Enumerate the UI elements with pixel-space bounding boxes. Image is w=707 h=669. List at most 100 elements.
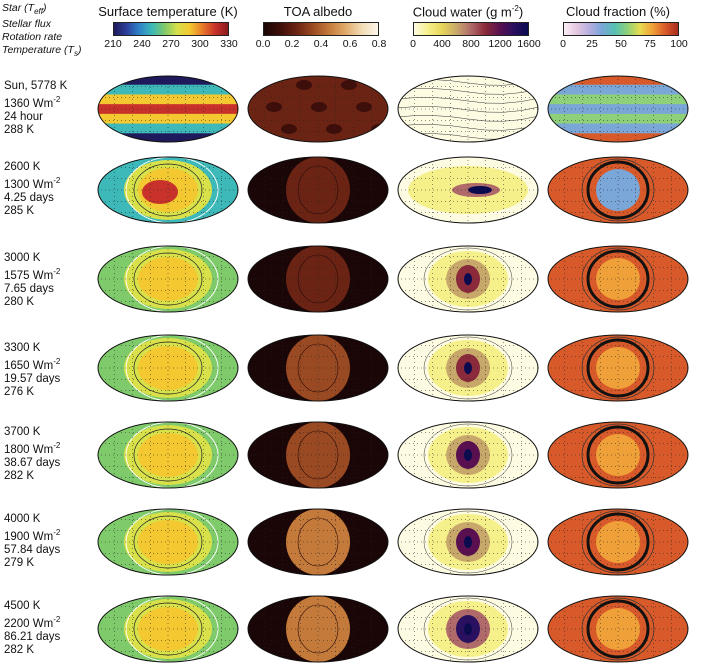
tick-label: 0.4: [313, 38, 329, 50]
map-surface-temperature-row-3: [97, 245, 239, 313]
tick-label: 400: [433, 38, 451, 50]
row-rotation: 4.25 days: [4, 191, 54, 204]
row-label-3700k: 3700 K 1800 Wm-2 38.67 days 282 K: [4, 426, 60, 483]
tick-label: 100: [670, 38, 688, 50]
map-cloud-water-row-3: [397, 245, 539, 313]
map-surface-temperature-row-2: [97, 156, 239, 224]
map-surface-temperature-row-7: [97, 595, 239, 663]
row-star: 3300 K: [4, 342, 41, 354]
map-toa-albedo-row-7: [247, 595, 389, 663]
row-label-3300k: 3300 K 1650 Wm-2 19.57 days 276 K: [4, 342, 60, 399]
map-cloud-water-row-6: [397, 508, 539, 576]
tick-label: 0: [560, 38, 566, 50]
map-cloud-water-row-7: [397, 595, 539, 663]
row-temperature: 282 K: [4, 469, 35, 482]
key-rotation: Rotation rate: [2, 31, 63, 44]
row-star: 4500 K: [4, 600, 41, 612]
map-toa-albedo-row-1: [247, 75, 389, 143]
row-star: 3700 K: [4, 426, 41, 438]
map-cloud-fraction-row-5: [547, 421, 689, 489]
colorbar-ticks-toa-albedo: 0.0 0.2 0.4 0.6 0.8: [256, 38, 387, 52]
row-flux: 1300 Wm-2: [4, 176, 61, 191]
colorbar-ticks-cloud-fraction: 0 25 50 75 100: [560, 38, 688, 52]
row-label-4000k: 4000 K 1900 Wm-2 57.84 days 279 K: [4, 513, 60, 570]
colorbar-toa-albedo: [263, 22, 379, 36]
map-cloud-fraction-row-6: [547, 508, 689, 576]
map-toa-albedo-row-4: [247, 334, 389, 402]
map-toa-albedo-row-6: [247, 508, 389, 576]
map-cloud-fraction-row-4: [547, 334, 689, 402]
tick-label: 300: [191, 38, 209, 50]
map-toa-albedo-row-5: [247, 421, 389, 489]
row-star: 4000 K: [4, 513, 41, 525]
key-star: Star (Teff): [2, 2, 47, 17]
tick-label: 25: [586, 38, 598, 50]
row-label-4500k: 4500 K 2200 Wm-2 86.21 days 282 K: [4, 600, 60, 657]
map-cloud-fraction-row-7: [547, 595, 689, 663]
row-label-sun: Sun, 5778 K 1360 Wm-2 24 hour 288 K: [4, 80, 67, 137]
row-flux: 2200 Wm-2: [4, 615, 61, 630]
tick-label: 1600: [517, 38, 541, 50]
map-cloud-water-row-4: [397, 334, 539, 402]
tick-label: 0.2: [284, 38, 300, 50]
key-flux: Stellar flux: [2, 18, 52, 31]
map-toa-albedo-row-3: [247, 245, 389, 313]
row-temperature: 280 K: [4, 295, 35, 308]
map-cloud-fraction-row-2: [547, 156, 689, 224]
row-temperature: 276 K: [4, 385, 35, 398]
map-cloud-fraction-row-1: [547, 75, 689, 143]
tick-label: 330: [220, 38, 238, 50]
row-star: Sun, 5778 K: [4, 80, 68, 92]
map-cloud-water-row-1: [397, 75, 539, 143]
map-toa-albedo-row-2: [247, 156, 389, 224]
row-star: 3000 K: [4, 252, 41, 264]
row-rotation: 24 hour: [4, 110, 44, 123]
tick-label: 210: [104, 38, 122, 50]
row-flux: 1575 Wm-2: [4, 267, 61, 282]
row-label-key: Star (Teff) Stellar flux Rotation rate T…: [2, 2, 81, 60]
tick-label: 50: [615, 38, 627, 50]
column-title-toa-albedo: TOA albedo: [283, 4, 353, 19]
map-cloud-fraction-row-3: [547, 245, 689, 313]
row-temperature: 288 K: [4, 123, 35, 136]
row-temperature: 285 K: [4, 204, 35, 217]
row-flux: 1900 Wm-2: [4, 528, 61, 543]
key-temperature: Temperature (Ts): [2, 44, 82, 59]
tick-label: 240: [133, 38, 151, 50]
row-temperature: 282 K: [4, 643, 35, 656]
tick-label: 270: [162, 38, 180, 50]
row-rotation: 57.84 days: [4, 543, 61, 556]
row-rotation: 19.57 days: [4, 372, 61, 385]
row-flux: 1360 Wm-2: [4, 95, 61, 110]
map-surface-temperature-row-1: [97, 75, 239, 143]
row-rotation: 86.21 days: [4, 630, 61, 643]
row-flux: 1800 Wm-2: [4, 441, 61, 456]
map-surface-temperature-row-6: [97, 508, 239, 576]
tick-label: 0: [410, 38, 416, 50]
map-cloud-water-row-2: [397, 156, 539, 224]
colorbar-ticks-surface-temperature: 210 240 270 300 330: [104, 38, 238, 52]
tick-label: 800: [462, 38, 480, 50]
tick-label: 0.8: [371, 38, 387, 50]
row-temperature: 279 K: [4, 556, 35, 569]
map-cloud-water-row-5: [397, 421, 539, 489]
row-star: 2600 K: [4, 161, 41, 173]
colorbar-cloud-fraction: [563, 22, 679, 36]
tick-label: 0.6: [342, 38, 358, 50]
column-title-cloud-water: Cloud water (g m-2): [412, 4, 524, 20]
tick-label: 0.0: [255, 38, 271, 50]
column-title-cloud-fraction: Cloud fraction (%): [565, 4, 671, 19]
row-label-2600k: 2600 K 1300 Wm-2 4.25 days 285 K: [4, 161, 60, 218]
row-flux: 1650 Wm-2: [4, 357, 61, 372]
colorbar-cloud-water: [413, 22, 529, 36]
row-rotation: 7.65 days: [4, 282, 54, 295]
row-label-3000k: 3000 K 1575 Wm-2 7.65 days 280 K: [4, 252, 60, 309]
colorbar-ticks-cloud-water: 0 400 800 1200 1600: [410, 38, 541, 52]
tick-label: 75: [644, 38, 656, 50]
column-title-surface-temperature: Surface temperature (K): [98, 4, 238, 19]
row-rotation: 38.67 days: [4, 456, 61, 469]
map-surface-temperature-row-4: [97, 334, 239, 402]
map-surface-temperature-row-5: [97, 421, 239, 489]
colorbar-surface-temperature: [113, 22, 229, 36]
tick-label: 1200: [488, 38, 512, 50]
